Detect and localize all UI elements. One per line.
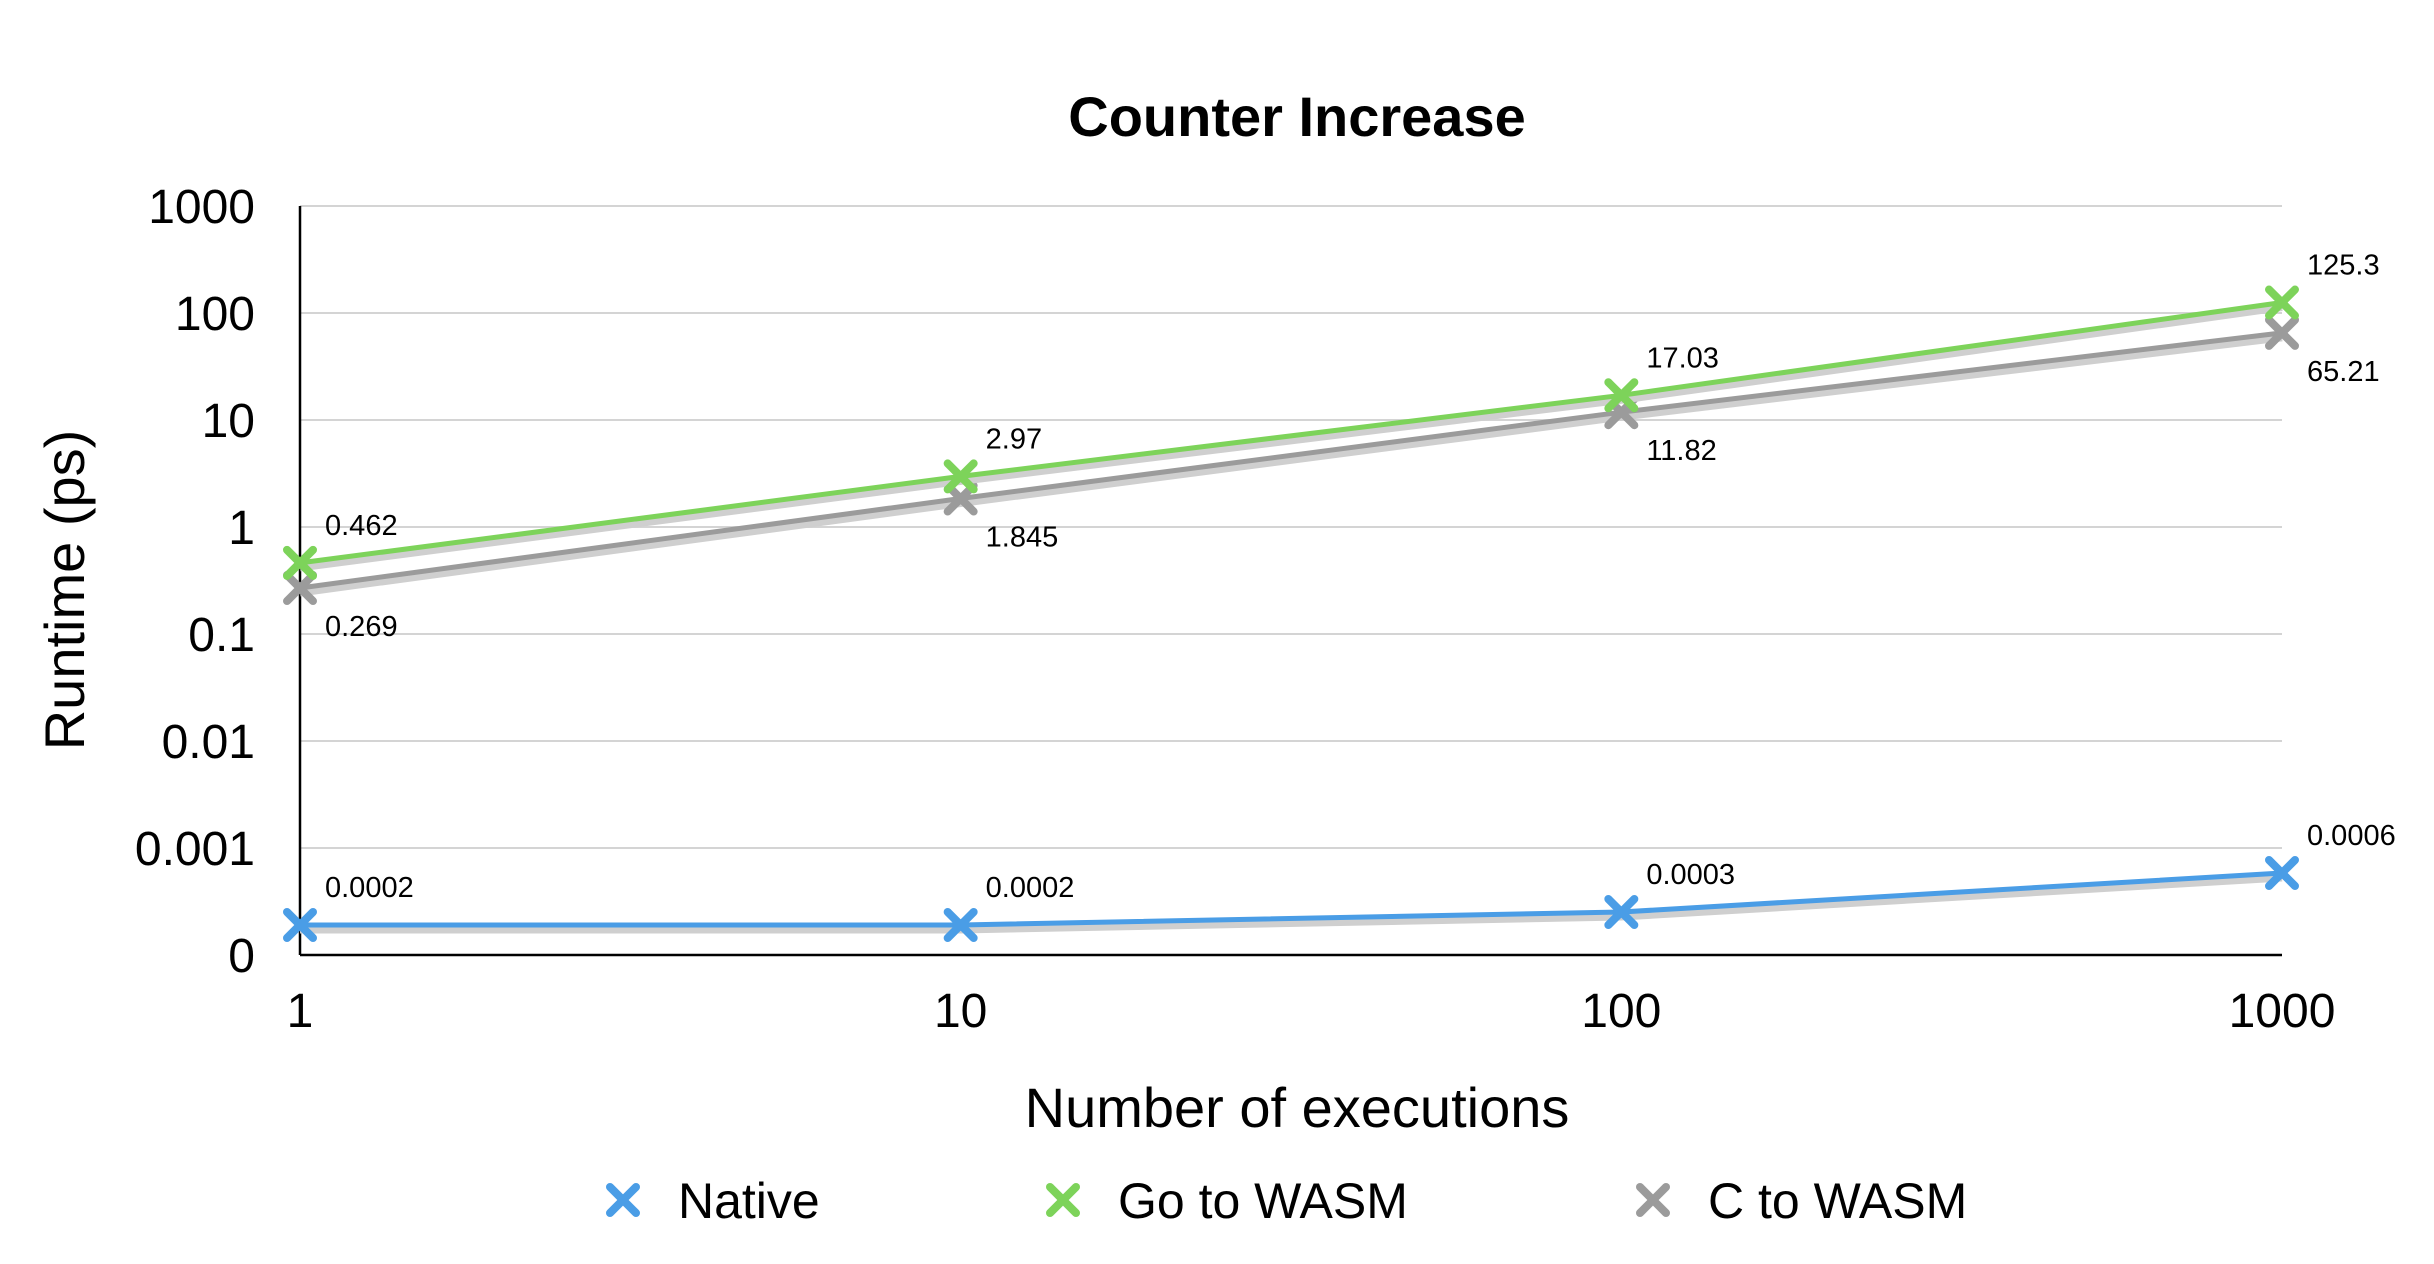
- data-label: 0.462: [325, 510, 398, 542]
- series-c-to-wasm: [283, 315, 2299, 606]
- data-point-marker: [283, 908, 317, 942]
- series-line: [299, 300, 2283, 566]
- data-point-marker: [943, 908, 978, 942]
- y-axis-label: Runtime (ps): [33, 430, 96, 751]
- data-point-marker: [283, 571, 317, 606]
- series-native: [283, 856, 2299, 942]
- data-label: 0.0003: [1646, 859, 1735, 891]
- data-label: 0.269: [325, 611, 398, 643]
- legend-marker-icon: [606, 1183, 640, 1217]
- data-point-marker: [2265, 315, 2299, 350]
- data-point-marker: [283, 545, 317, 580]
- legend: Native Go to WASM C to WASM: [606, 1173, 1967, 1229]
- legend-item-native: Native: [606, 1173, 820, 1229]
- x-axis-label: Number of executions: [1025, 1076, 1570, 1139]
- legend-item-go-to-wasm: Go to WASM: [1046, 1173, 1408, 1229]
- y-tick-label: 0.01: [162, 716, 255, 769]
- data-label: 125.3: [2307, 250, 2380, 282]
- y-tick-label: 100: [175, 288, 255, 341]
- legend-item-c-to-wasm: C to WASM: [1636, 1173, 1967, 1229]
- data-labels: 0.269 1.845 11.82 65.21 0.462 2.97 17.03 125.3 0…: [325, 250, 2396, 904]
- data-label: 0.0002: [325, 872, 414, 904]
- x-tick-label: 10: [934, 985, 987, 1038]
- data-label: 11.82: [1646, 435, 1716, 467]
- data-label: 0.0002: [986, 872, 1075, 904]
- chart-title: Counter Increase: [1068, 85, 1526, 148]
- y-tick-labels: 0 0.001 0.01 0.1 1 10 100 1000: [135, 181, 255, 983]
- data-label: 2.97: [986, 423, 1042, 455]
- series-plot-area: [283, 285, 2299, 942]
- data-label: 65.21: [2307, 356, 2380, 388]
- data-label: 0.0006: [2307, 820, 2396, 852]
- y-tick-label: 10: [202, 395, 255, 448]
- y-tick-label: 1: [228, 502, 255, 555]
- legend-label: Native: [678, 1173, 820, 1229]
- legend-marker-icon: [1636, 1183, 1670, 1217]
- x-tick-label: 100: [1581, 985, 1661, 1038]
- series-line-shadow: [299, 332, 2283, 597]
- data-label: 1.845: [986, 522, 1059, 554]
- x-tick-labels: 1 10 100 1000: [287, 985, 2336, 1038]
- series-line-shadow: [299, 302, 2283, 572]
- data-point-marker: [943, 459, 978, 494]
- legend-label: Go to WASM: [1118, 1173, 1408, 1229]
- y-tick-label: 1000: [148, 181, 255, 234]
- axes: [298, 206, 2282, 957]
- data-point-marker: [1604, 378, 1639, 413]
- y-tick-label: 0.1: [188, 609, 255, 662]
- y-tick-label: 0.001: [135, 823, 255, 876]
- series-go-to-wasm: [283, 285, 2299, 580]
- legend-marker-icon: [1046, 1183, 1080, 1217]
- series-line-shadow: [300, 872, 2283, 934]
- legend-label: C to WASM: [1708, 1173, 1967, 1229]
- data-point-marker: [2265, 856, 2299, 890]
- data-point-marker: [2265, 285, 2299, 320]
- y-tick-label: 0: [228, 930, 255, 983]
- series-line: [300, 870, 2283, 928]
- x-tick-label: 1000: [2229, 985, 2336, 1038]
- data-point-marker: [1604, 895, 1639, 929]
- x-tick-label: 1: [287, 985, 314, 1038]
- series-line: [299, 330, 2283, 591]
- data-label: 17.03: [1646, 342, 1719, 374]
